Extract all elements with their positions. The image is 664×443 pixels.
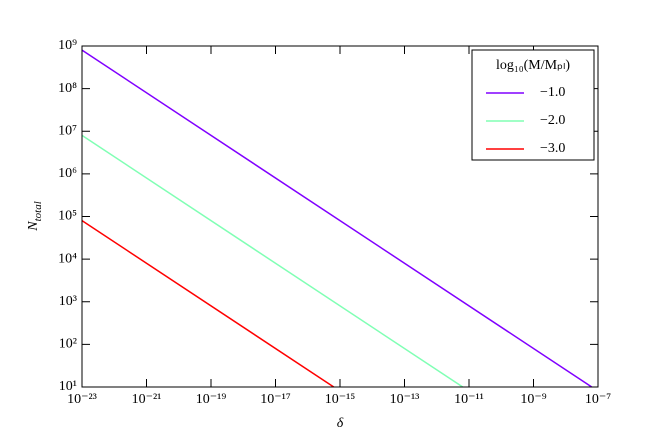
y-tick-label: 10⁷: [58, 123, 77, 138]
y-axis-label-base: N: [26, 221, 41, 232]
x-tick-label: 10⁻²³: [67, 392, 97, 407]
legend-box: [471, 49, 595, 161]
legend-title: log₁₀(M/Mₚₗ): [496, 58, 570, 73]
x-tick-label: 10⁻⁹: [520, 392, 546, 407]
legend-label: −3.0: [540, 141, 565, 156]
y-tick-label: 10⁹: [58, 38, 77, 53]
line: [81, 49, 593, 388]
y-tick-label: 10⁶: [58, 166, 77, 181]
line: [81, 220, 335, 388]
x-axis-label: δ: [337, 416, 344, 431]
y-tick-label: 10⁸: [58, 81, 77, 96]
legend-label: −1.0: [540, 85, 565, 100]
x-tick-label: 10⁻¹⁵: [325, 392, 356, 407]
x-tick-label: 10⁻⁷: [585, 392, 611, 407]
y-tick-label: 10⁵: [58, 209, 77, 224]
y-axis-label: Ntotal: [26, 201, 43, 232]
x-tick-label: 10⁻²¹: [132, 392, 162, 407]
legend-label: −2.0: [540, 113, 565, 128]
y-tick-label: 10³: [59, 294, 77, 309]
x-tick-label: 10⁻¹⁹: [196, 392, 227, 407]
x-tick-label: 10⁻¹³: [390, 392, 420, 407]
plot-frame: [81, 45, 599, 388]
y-tick-label: 10²: [59, 337, 77, 352]
y-tick-label: 10⁴: [58, 251, 77, 266]
y-tick-label: 10¹: [59, 379, 77, 394]
y-axis-label-sub: total: [32, 201, 44, 221]
x-tick-label: 10⁻¹⁷: [260, 392, 291, 407]
x-tick-label: 10⁻¹¹: [454, 392, 484, 407]
line: [81, 134, 464, 388]
